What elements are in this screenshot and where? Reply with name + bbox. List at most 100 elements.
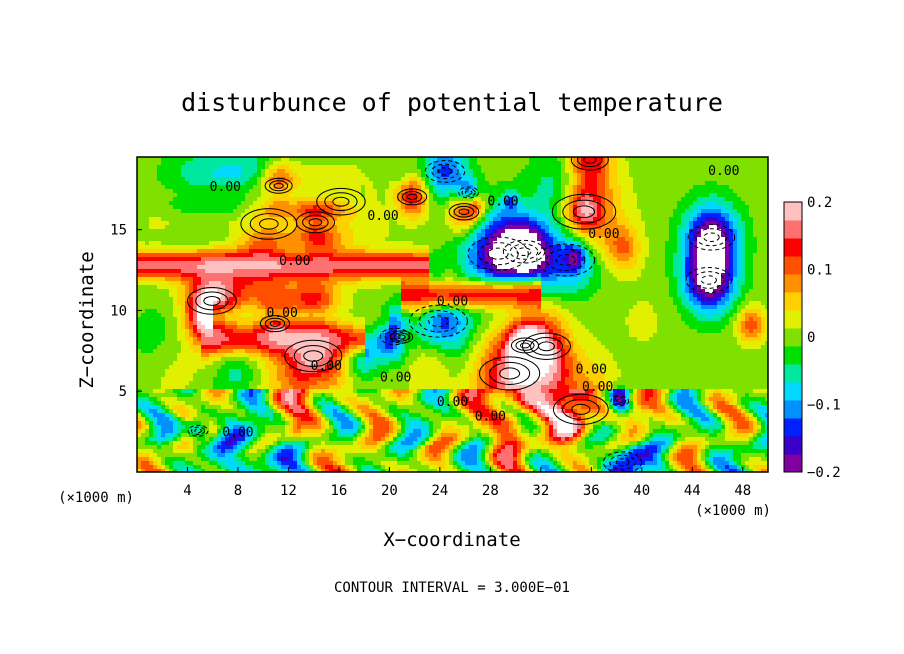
heatmap-cell [161,193,166,198]
heatmap-cell [473,245,478,250]
heatmap-cell [225,273,230,278]
heatmap-cell [177,257,182,262]
heatmap-cell [201,169,206,174]
heatmap-cell [197,229,202,234]
heatmap-cell [417,213,422,218]
heatmap-cell [757,197,762,202]
heatmap-cell [241,197,246,202]
heatmap-cell [149,277,154,282]
heatmap-cell [521,261,526,266]
heatmap-cell [477,221,482,226]
heatmap-cell [701,161,706,166]
heatmap-cell [613,193,618,198]
heatmap-cell [517,205,522,210]
heatmap-cell [581,249,586,254]
heatmap-cell [401,205,406,210]
heatmap-cell [425,265,430,270]
heatmap-cell [513,205,518,210]
heatmap-cell [593,277,598,282]
heatmap-cell [489,197,494,202]
heatmap-cell [313,249,318,254]
heatmap-cell [257,173,262,178]
heatmap-cell [321,237,326,242]
heatmap-cell [265,177,270,182]
heatmap-cell [661,221,666,226]
heatmap-cell [705,225,710,230]
heatmap-cell [649,177,654,182]
heatmap-cell [493,157,498,162]
heatmap-cell [137,257,142,262]
heatmap-cell [441,169,446,174]
heatmap-cell [737,229,742,234]
heatmap-cell [165,281,170,286]
heatmap-cell [201,265,206,270]
heatmap-cell [429,197,434,202]
heatmap-cell [369,221,374,226]
heatmap-cell [441,273,446,278]
heatmap-cell [593,205,598,210]
heatmap-cell [189,225,194,230]
heatmap-cell [397,193,402,198]
heatmap-cell [313,185,318,190]
heatmap-cell [293,205,298,210]
heatmap-cell [229,165,234,170]
heatmap-cell [701,221,706,226]
heatmap-cell [345,173,350,178]
heatmap-cell [509,221,514,226]
heatmap-cell [373,229,378,234]
heatmap-cell [601,273,606,278]
heatmap-cell [753,181,758,186]
heatmap-cell [709,213,714,218]
heatmap-cell [661,265,666,270]
heatmap-cell [137,281,142,286]
heatmap-cell [485,209,490,214]
heatmap-cell [461,233,466,238]
heatmap-cell [229,229,234,234]
heatmap-cell [485,241,490,246]
heatmap-cell [585,193,590,198]
heatmap-cell [217,181,222,186]
heatmap-cell [745,157,750,162]
heatmap-cell [149,205,154,210]
heatmap-cell [353,245,358,250]
heatmap-cell [189,201,194,206]
heatmap-cell [669,241,674,246]
heatmap-cell [645,277,650,282]
heatmap-cell [733,245,738,250]
heatmap-cell [429,237,434,242]
heatmap-cell [557,269,562,274]
heatmap-cell [445,157,450,162]
heatmap-cell [377,197,382,202]
heatmap-cell [313,269,318,274]
heatmap-cell [649,213,654,218]
heatmap-cell [169,213,174,218]
heatmap-cell [585,169,590,174]
heatmap-cell [729,161,734,166]
heatmap-cell [517,237,522,242]
heatmap-cell [425,213,430,218]
heatmap-cell [293,181,298,186]
heatmap-cell [425,281,430,286]
heatmap-cell [521,173,526,178]
heatmap-cell [241,169,246,174]
heatmap-cell [585,197,590,202]
heatmap-cell [629,189,634,194]
heatmap-cell [497,241,502,246]
heatmap-cell [577,189,582,194]
heatmap-cell [701,233,706,238]
heatmap-cell [749,217,754,222]
heatmap-cell [265,173,270,178]
heatmap-cell [297,181,302,186]
heatmap-cell [345,161,350,166]
heatmap-cell [585,225,590,230]
heatmap-cell [453,169,458,174]
heatmap-cell [241,245,246,250]
heatmap-cell [629,193,634,198]
heatmap-cell [561,265,566,270]
heatmap-cell [581,257,586,262]
heatmap-cell [585,241,590,246]
heatmap-cell [509,165,514,170]
heatmap-cell [513,281,518,286]
heatmap-cell [265,181,270,186]
heatmap-cell [177,209,182,214]
